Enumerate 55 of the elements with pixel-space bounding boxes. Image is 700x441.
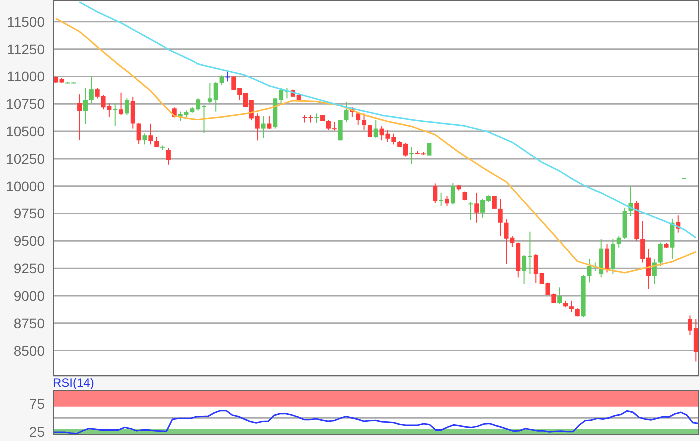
candlestick xyxy=(445,196,450,207)
candlestick xyxy=(148,123,154,146)
candlestick xyxy=(136,122,142,145)
candlestick xyxy=(492,196,497,210)
candlestick xyxy=(368,124,372,138)
line-series xyxy=(78,1,697,239)
candlestick xyxy=(616,236,622,248)
candlestick xyxy=(433,183,438,204)
candlestick xyxy=(220,75,224,86)
candlestick xyxy=(356,113,361,126)
candlestick xyxy=(658,242,663,267)
y-tick-label: 11500 xyxy=(7,14,46,30)
candlestick xyxy=(113,103,118,128)
candlestick xyxy=(409,146,414,165)
y-tick-label: 8500 xyxy=(14,342,46,359)
candlestick xyxy=(78,94,82,140)
candlestick xyxy=(261,116,266,139)
candlestick xyxy=(450,182,456,206)
candlestick xyxy=(314,113,320,124)
candlestick xyxy=(362,113,367,132)
candlestick xyxy=(605,244,610,274)
y-tick-label: 10250 xyxy=(6,150,46,167)
candlestick xyxy=(474,192,480,224)
candlestick xyxy=(468,202,474,221)
y-tick-label: 11250 xyxy=(7,41,46,58)
candlestick xyxy=(569,300,574,314)
y-tick-label: 9250 xyxy=(14,260,46,277)
candlestick xyxy=(166,148,171,166)
line-series xyxy=(52,410,700,435)
candlestick xyxy=(226,70,230,82)
y-tick-label: 9500 xyxy=(14,233,46,250)
chart-title: RSI(14) xyxy=(53,376,94,390)
y-tick-label: 25 xyxy=(29,424,46,440)
candlestick xyxy=(119,92,124,116)
candlestick xyxy=(89,76,94,104)
candlestick xyxy=(267,116,272,130)
candlestick xyxy=(374,120,378,139)
candlestick xyxy=(439,192,444,207)
y-tick-label: 75 xyxy=(29,396,46,412)
y-tick-label: 8750 xyxy=(14,315,46,332)
candlestick xyxy=(83,88,88,125)
candlestick xyxy=(344,101,349,123)
candlestick xyxy=(498,199,503,237)
candlestick xyxy=(558,287,562,305)
candlestick xyxy=(142,133,148,146)
y-tick-label: 9750 xyxy=(14,206,46,222)
y-tick-label: 10000 xyxy=(6,178,46,194)
y-tick-label: 9000 xyxy=(14,288,46,304)
y-tick-label: 11000 xyxy=(7,68,46,85)
candlestick xyxy=(130,96,136,130)
candlestick xyxy=(124,98,130,116)
candlestick xyxy=(154,136,160,148)
candlestick xyxy=(427,142,432,156)
y-tick-label: 10750 xyxy=(6,96,46,112)
y-tick-label: 10500 xyxy=(6,124,46,140)
